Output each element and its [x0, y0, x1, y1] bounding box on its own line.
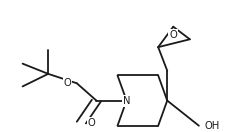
Text: O: O [88, 118, 96, 128]
Text: OH: OH [204, 121, 220, 131]
Text: O: O [64, 78, 71, 88]
Text: N: N [123, 96, 130, 106]
Text: O: O [169, 30, 177, 40]
